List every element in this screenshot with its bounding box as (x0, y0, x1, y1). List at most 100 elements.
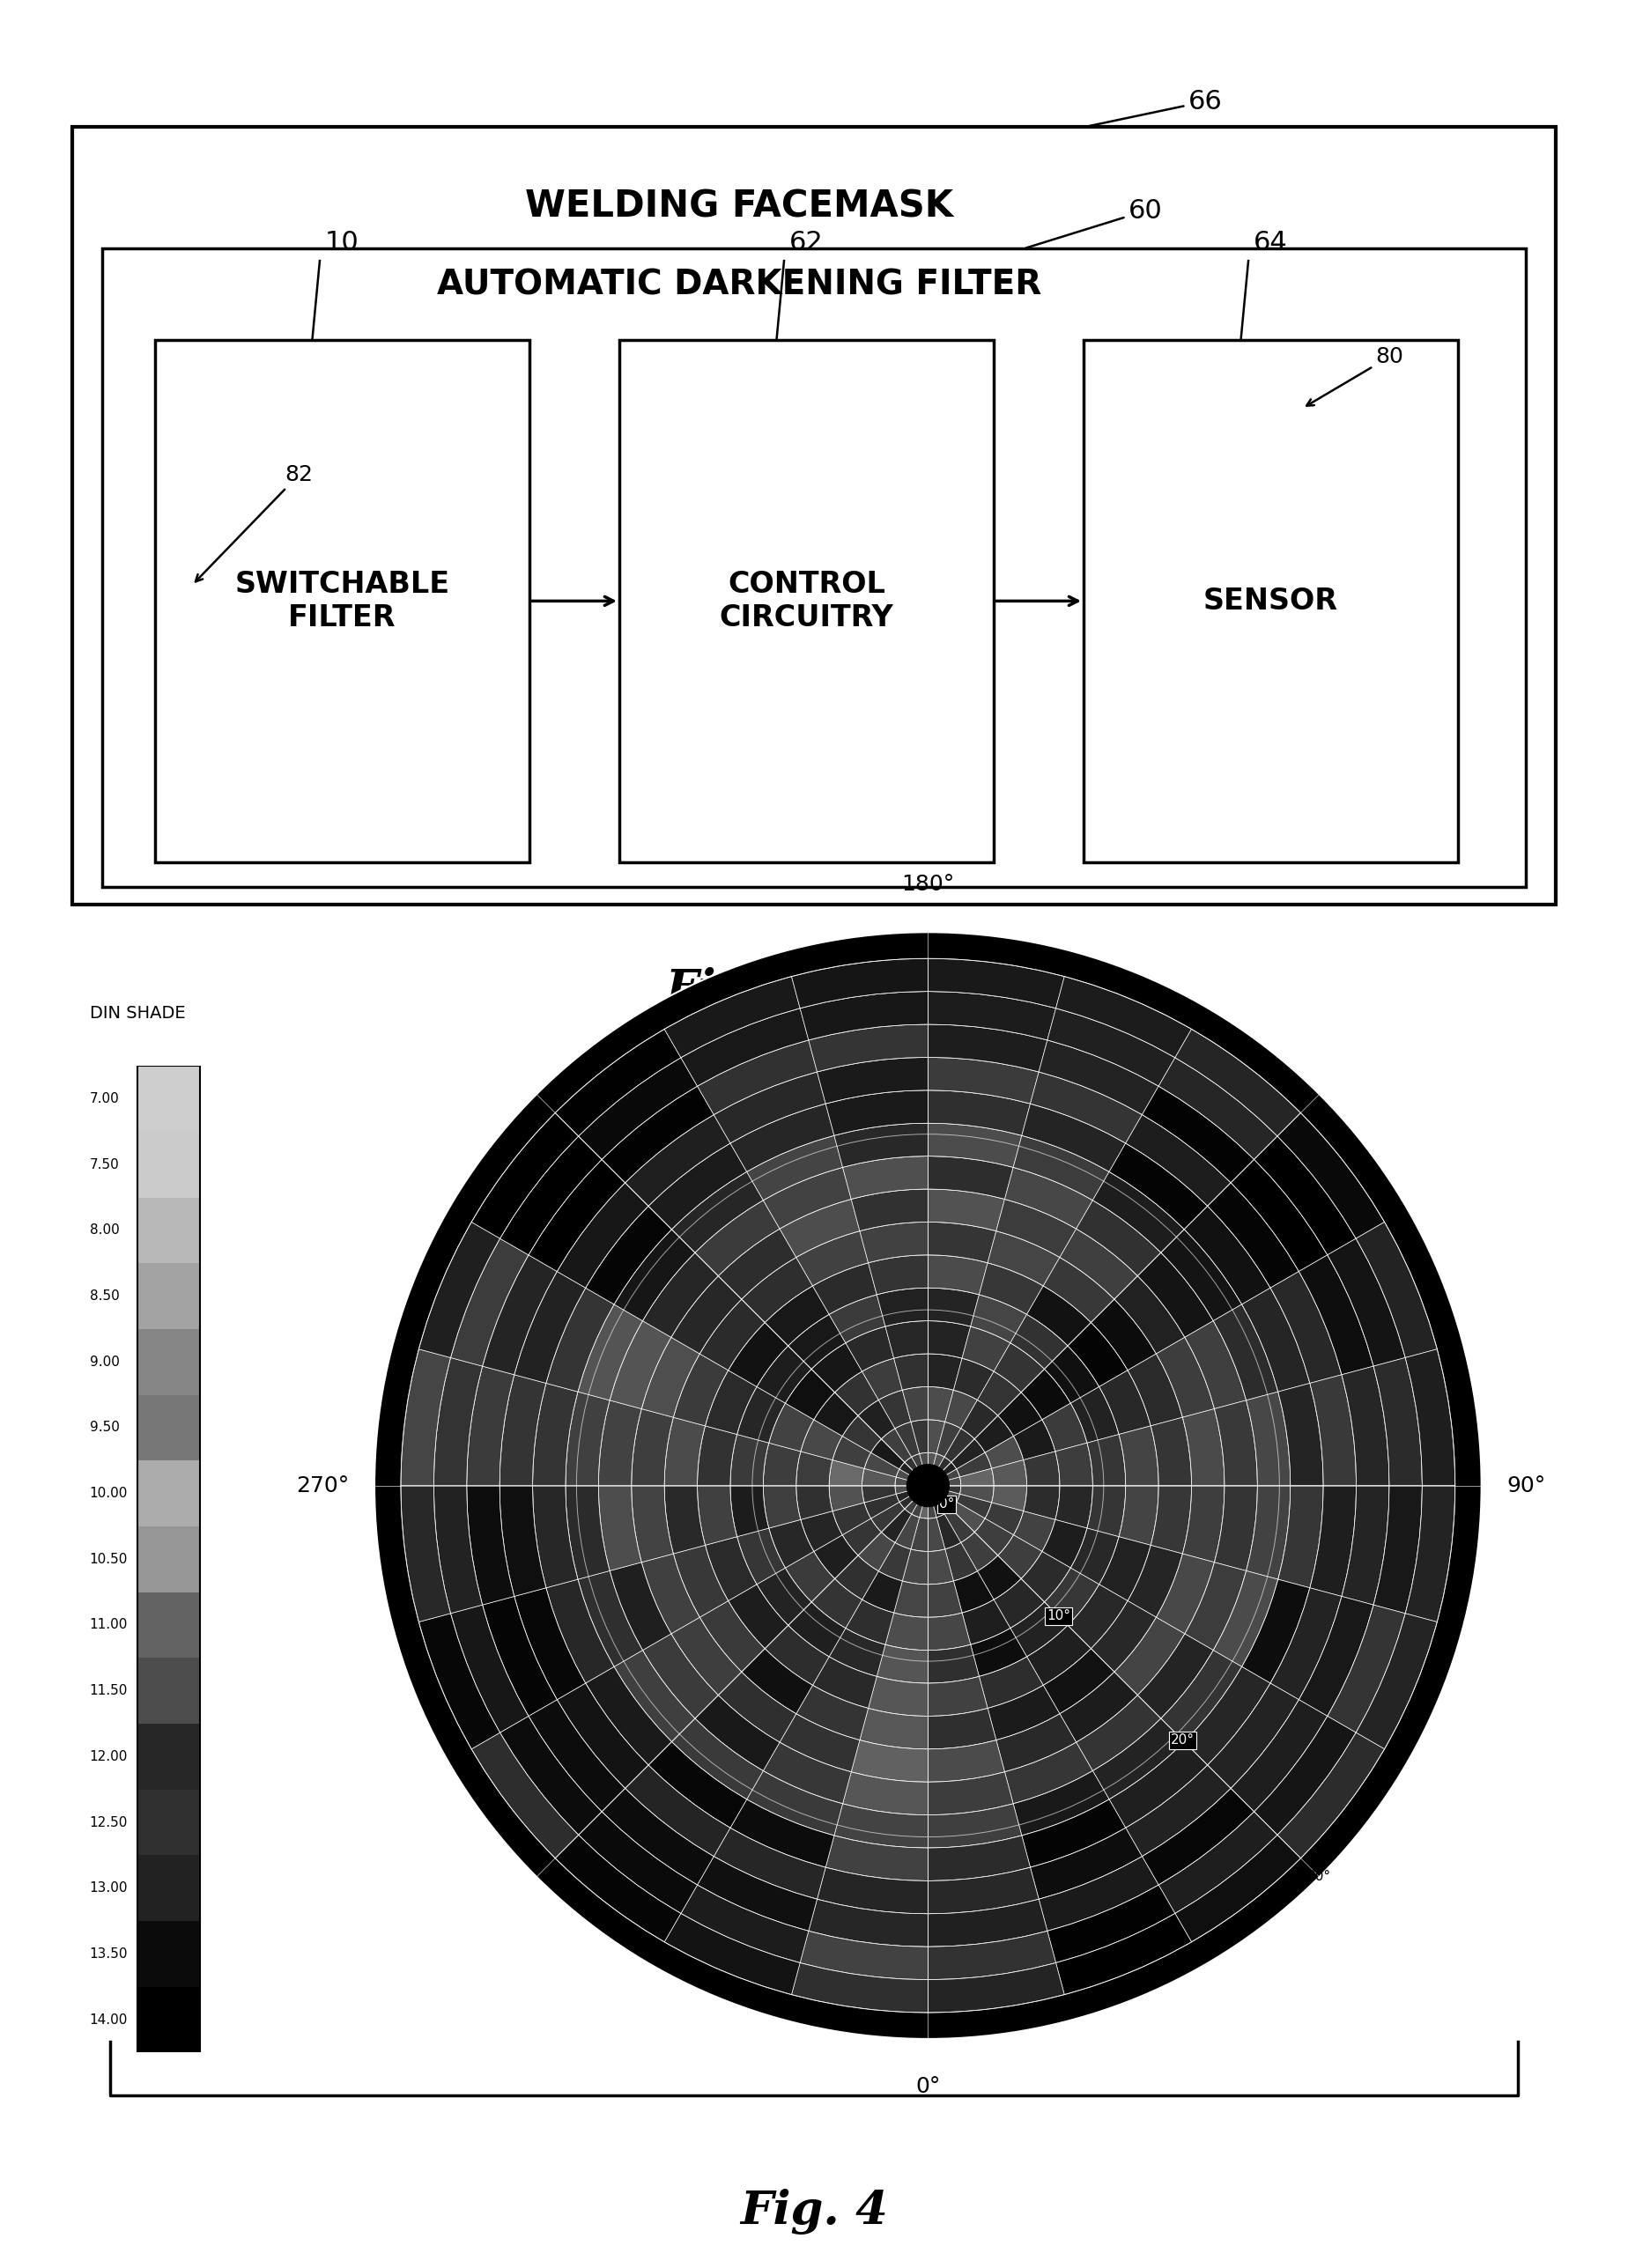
Text: 13.50: 13.50 (90, 1948, 129, 1960)
Polygon shape (1231, 1159, 1327, 1272)
Polygon shape (1114, 1277, 1185, 1354)
Bar (137, 1921, 200, 1987)
Text: 8.50: 8.50 (90, 1290, 119, 1302)
Polygon shape (1159, 1057, 1278, 1159)
Bar (137, 1066, 200, 1132)
Polygon shape (705, 1538, 757, 1601)
Polygon shape (1405, 1486, 1455, 1622)
Polygon shape (928, 1354, 962, 1390)
Polygon shape (799, 1930, 928, 1980)
Polygon shape (928, 1898, 1047, 1946)
Polygon shape (829, 1628, 886, 1676)
Polygon shape (400, 1349, 451, 1486)
Polygon shape (1004, 1742, 1092, 1803)
Polygon shape (768, 1404, 814, 1452)
Text: 10.50: 10.50 (90, 1554, 127, 1565)
Polygon shape (1278, 1733, 1384, 1857)
Polygon shape (1004, 1168, 1092, 1229)
Polygon shape (920, 1452, 928, 1486)
Polygon shape (500, 1374, 545, 1486)
Polygon shape (1182, 1486, 1224, 1563)
Polygon shape (742, 1256, 812, 1322)
Polygon shape (1027, 1286, 1091, 1345)
Polygon shape (962, 1599, 1011, 1644)
Polygon shape (672, 1719, 764, 1799)
Polygon shape (962, 1327, 1011, 1372)
Polygon shape (799, 991, 928, 1041)
Bar (155, 340, 529, 862)
Polygon shape (532, 1486, 578, 1588)
Text: 14.00: 14.00 (90, 2014, 127, 2025)
Polygon shape (863, 1467, 895, 1486)
Polygon shape (863, 1359, 902, 1399)
Polygon shape (664, 1914, 799, 1994)
Polygon shape (625, 1765, 731, 1857)
Polygon shape (1045, 1567, 1099, 1626)
Polygon shape (1092, 1719, 1184, 1799)
Polygon shape (565, 1393, 610, 1486)
Polygon shape (1128, 1354, 1182, 1427)
Polygon shape (671, 1617, 742, 1694)
Polygon shape (1076, 1200, 1161, 1277)
Polygon shape (599, 1486, 641, 1572)
Polygon shape (951, 1501, 985, 1533)
Polygon shape (433, 1359, 482, 1486)
Polygon shape (920, 1486, 928, 1520)
Polygon shape (928, 1486, 957, 1508)
Polygon shape (928, 1470, 961, 1486)
Polygon shape (1068, 1585, 1128, 1649)
Polygon shape (895, 1470, 928, 1486)
Polygon shape (700, 1300, 765, 1370)
Polygon shape (697, 1857, 817, 1930)
Polygon shape (632, 1408, 674, 1486)
Polygon shape (578, 1572, 643, 1667)
Polygon shape (1118, 1427, 1159, 1486)
Polygon shape (801, 1420, 842, 1461)
Polygon shape (1374, 1359, 1423, 1486)
Polygon shape (1114, 1617, 1185, 1694)
Text: 11.00: 11.00 (90, 1619, 127, 1631)
Polygon shape (928, 1549, 954, 1585)
Polygon shape (817, 1867, 928, 1914)
Text: Fig. 3: Fig. 3 (666, 966, 812, 1014)
Polygon shape (1184, 1207, 1270, 1304)
Polygon shape (586, 1207, 672, 1304)
Text: 90°: 90° (1506, 1474, 1545, 1497)
Polygon shape (1013, 1136, 1109, 1200)
Text: SENSOR: SENSOR (1203, 587, 1338, 615)
Polygon shape (928, 1456, 951, 1486)
Text: Fig. 4: Fig. 4 (741, 2189, 887, 2234)
Polygon shape (697, 1041, 817, 1114)
Polygon shape (961, 1486, 993, 1504)
Polygon shape (895, 1422, 920, 1456)
Polygon shape (860, 1708, 928, 1749)
Polygon shape (845, 1599, 894, 1644)
Polygon shape (944, 1390, 977, 1429)
Polygon shape (614, 1229, 695, 1320)
Polygon shape (975, 1520, 1014, 1556)
Polygon shape (912, 1420, 928, 1454)
Polygon shape (978, 1656, 1044, 1708)
Polygon shape (928, 1288, 978, 1327)
Polygon shape (961, 1399, 998, 1438)
Text: 8.00: 8.00 (90, 1225, 119, 1236)
Polygon shape (765, 1626, 829, 1685)
Polygon shape (545, 1579, 614, 1683)
Polygon shape (1299, 1254, 1374, 1374)
Polygon shape (648, 1143, 747, 1229)
Polygon shape (1076, 1694, 1161, 1771)
Polygon shape (928, 1867, 1039, 1914)
Polygon shape (1044, 1256, 1114, 1322)
Polygon shape (1214, 1399, 1257, 1486)
Polygon shape (1185, 1320, 1245, 1408)
Bar (619, 340, 993, 862)
Polygon shape (912, 1454, 928, 1486)
Polygon shape (500, 1486, 545, 1597)
Polygon shape (1068, 1322, 1128, 1386)
Polygon shape (1356, 1613, 1438, 1749)
Polygon shape (936, 1515, 961, 1549)
Polygon shape (1045, 1345, 1099, 1404)
Polygon shape (886, 1320, 928, 1359)
Polygon shape (674, 1354, 728, 1427)
Polygon shape (1341, 1365, 1389, 1486)
